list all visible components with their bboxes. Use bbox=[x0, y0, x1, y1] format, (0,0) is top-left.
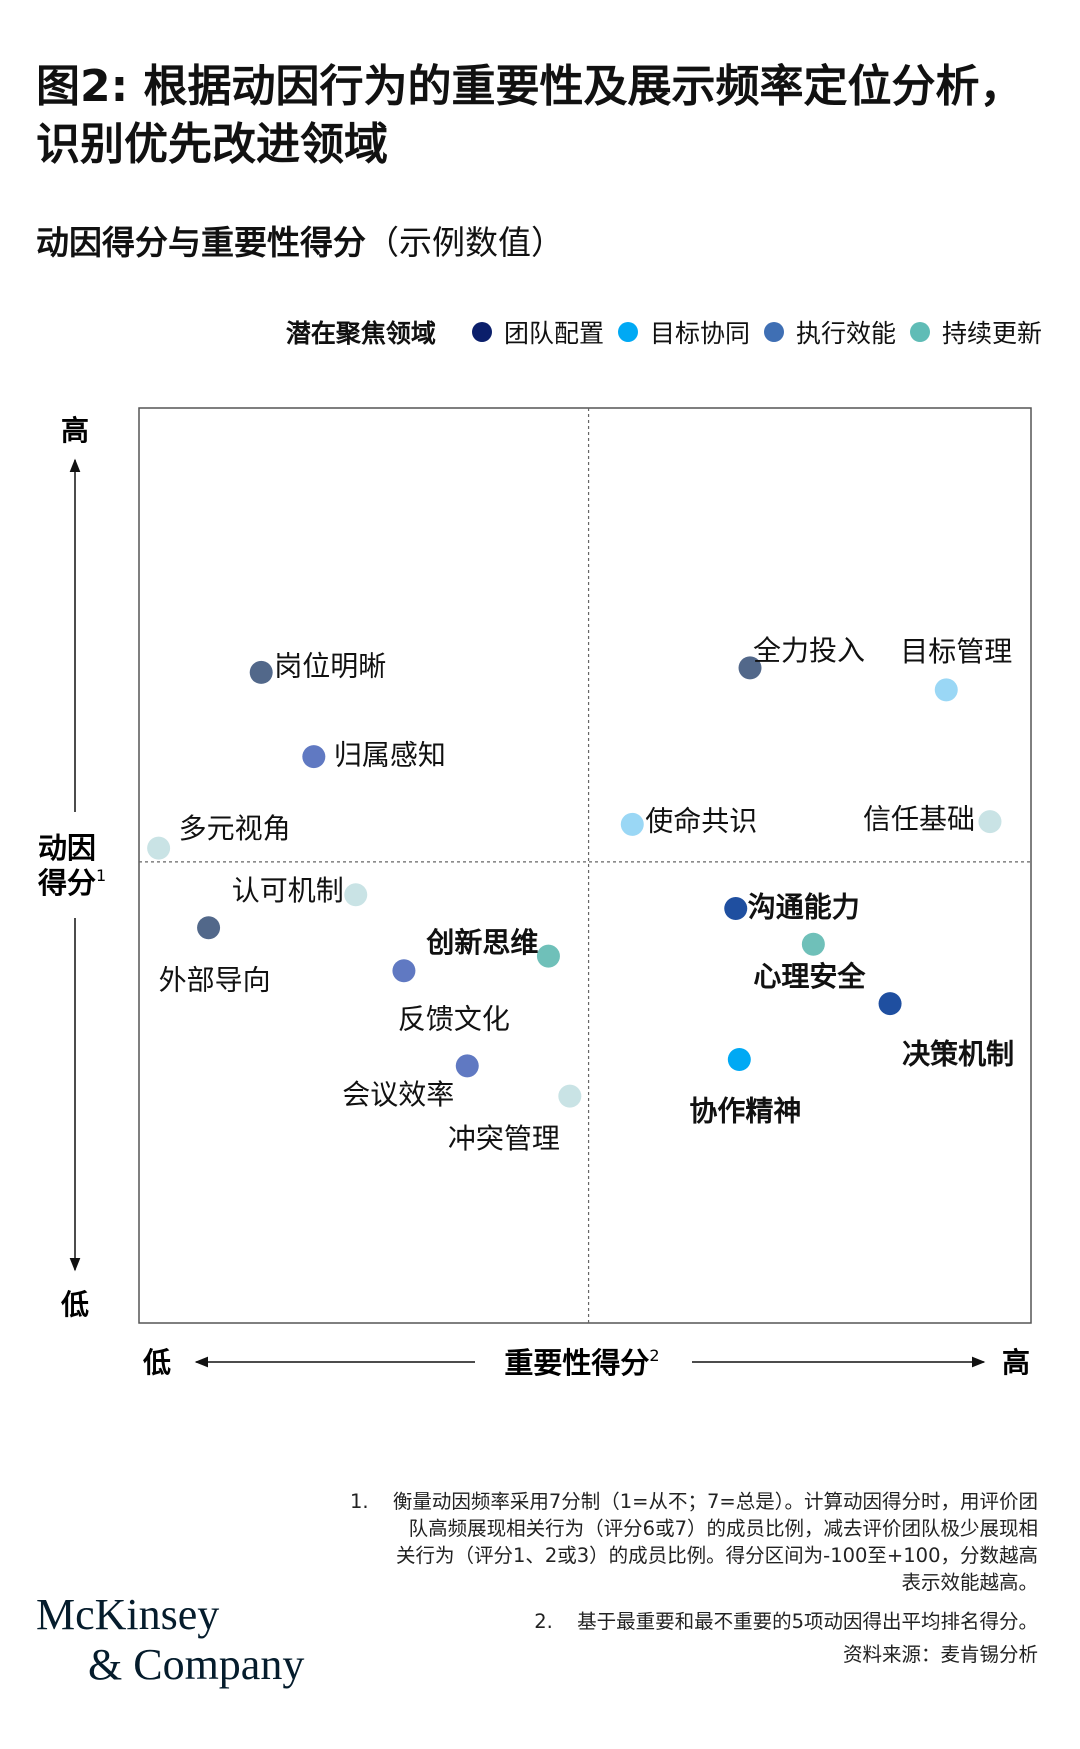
subtitle-paren: （示例数值） bbox=[366, 223, 564, 262]
logo-line-1: McKinsey bbox=[36, 1590, 220, 1639]
data-point bbox=[344, 883, 368, 907]
data-point bbox=[727, 1047, 751, 1071]
data-point bbox=[878, 992, 902, 1016]
legend-dot-icon bbox=[471, 322, 492, 342]
data-label: 归属感知 bbox=[334, 739, 446, 772]
legend-item-team: 团队配置 bbox=[471, 314, 604, 350]
y-axis-superscript: 1 bbox=[96, 866, 106, 885]
y-axis-title-line2: 得分1 bbox=[37, 866, 106, 900]
data-point bbox=[978, 810, 1002, 834]
x-axis-low-label: 低 bbox=[142, 1346, 171, 1379]
legend: 潜在聚焦领域 团队配置 目标协同 执行效能 持续更新 bbox=[286, 314, 1042, 350]
data-label: 决策机制 bbox=[902, 1038, 1014, 1071]
footnote-2: 2. 基于最重要和最不重要的5项动因得出平均排名得分。 bbox=[350, 1608, 1050, 1635]
data-label: 沟通能力 bbox=[748, 891, 860, 924]
data-point bbox=[455, 1054, 479, 1078]
data-label: 认可机制 bbox=[232, 874, 344, 907]
data-label: 目标管理 bbox=[900, 635, 1012, 668]
y-axis-title-text: 得分 bbox=[37, 866, 96, 900]
legend-label: 持续更新 bbox=[941, 319, 1042, 348]
data-label: 使命共识 bbox=[645, 804, 757, 837]
footnote-1: 1. 衡量动因频率采用7分制（1=从不；7=总是）。计算动因得分时，用评价团队高… bbox=[350, 1488, 1050, 1596]
legend-title: 潜在聚焦领域 bbox=[285, 319, 436, 348]
data-label: 心理安全 bbox=[753, 960, 866, 993]
legend-dot-icon bbox=[763, 322, 784, 342]
page-title: 图2: 根据动因行为的重要性及展示频率定位分析，识别优先改进领域 bbox=[36, 61, 1024, 170]
footnote-1-number: 1. bbox=[350, 1490, 369, 1513]
data-point bbox=[147, 836, 171, 860]
x-axis-title-text: 重要性得分 bbox=[504, 1346, 649, 1380]
subtitle-main: 动因得分与重要性得分 bbox=[36, 223, 366, 262]
data-point bbox=[536, 944, 560, 968]
y-axis-title-line1: 动因 bbox=[38, 831, 96, 865]
data-point bbox=[620, 812, 644, 836]
legend-label: 目标协同 bbox=[649, 319, 750, 348]
data-label: 反馈文化 bbox=[398, 1003, 510, 1036]
data-label: 全力投入 bbox=[753, 634, 865, 667]
legend-dot-icon bbox=[617, 322, 638, 342]
data-label: 多元视角 bbox=[179, 812, 291, 845]
x-axis-superscript: 2 bbox=[649, 1346, 659, 1365]
x-axis-high-label: 高 bbox=[1002, 1346, 1030, 1379]
footnotes: 1. 衡量动因频率采用7分制（1=从不；7=总是）。计算动因得分时，用评价团队高… bbox=[350, 1488, 1050, 1668]
data-point bbox=[724, 897, 748, 921]
legend-dot-icon bbox=[909, 322, 930, 342]
scatter-chart: 高 动因 得分1 低 低 重要性得分2 高 岗位明晰归属感知多元视角认可机制外部… bbox=[37, 407, 1032, 1380]
data-label: 协作精神 bbox=[689, 1094, 801, 1127]
company-logo: McKinsey & Company bbox=[36, 1590, 304, 1690]
x-axis-title: 重要性得分2 bbox=[504, 1346, 659, 1380]
chart-subtitle: 动因得分与重要性得分（示例数值） bbox=[36, 216, 564, 264]
y-axis-high-label: 高 bbox=[61, 414, 89, 447]
data-point bbox=[197, 916, 221, 940]
data-point bbox=[249, 660, 273, 684]
legend-item-goal: 目标协同 bbox=[617, 314, 750, 350]
footnote-2-number: 2. bbox=[534, 1610, 553, 1633]
data-label: 信任基础 bbox=[863, 803, 975, 836]
footnote-2-text: 基于最重要和最不重要的5项动因得出平均排名得分。 bbox=[577, 1610, 1038, 1633]
source-note: 资料来源：麦肯锡分析 bbox=[842, 1643, 1038, 1666]
data-point bbox=[558, 1084, 582, 1108]
legend-item-renewal: 持续更新 bbox=[909, 314, 1042, 350]
data-points bbox=[147, 656, 1002, 1108]
data-point bbox=[738, 656, 762, 680]
data-point bbox=[801, 932, 825, 956]
legend-item-execution: 执行效能 bbox=[763, 314, 896, 350]
legend-label: 执行效能 bbox=[795, 319, 896, 348]
data-point bbox=[392, 959, 416, 983]
footnote-1-text: 衡量动因频率采用7分制（1=从不；7=总是）。计算动因得分时，用评价团队高频展现… bbox=[392, 1490, 1038, 1594]
data-point bbox=[934, 678, 958, 702]
logo-line-2: & Company bbox=[88, 1640, 305, 1689]
data-label: 会议效率 bbox=[342, 1078, 454, 1111]
data-label: 冲突管理 bbox=[448, 1122, 560, 1155]
y-axis-low-label: 低 bbox=[60, 1288, 89, 1321]
data-label: 创新思维 bbox=[425, 926, 538, 959]
plot-frame bbox=[138, 407, 1032, 1324]
data-label: 岗位明晰 bbox=[274, 649, 386, 682]
data-label: 外部导向 bbox=[159, 964, 271, 997]
data-point bbox=[302, 745, 326, 769]
legend-label: 团队配置 bbox=[503, 319, 604, 348]
